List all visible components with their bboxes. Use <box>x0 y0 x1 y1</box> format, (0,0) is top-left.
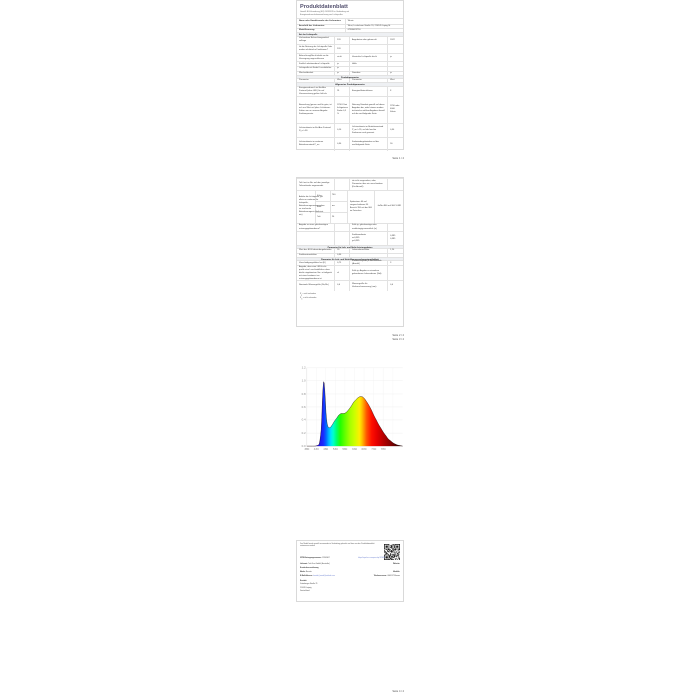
svg-text:0.8: 0.8 <box>302 392 306 396</box>
svg-text:0.2: 0.2 <box>302 431 306 435</box>
svg-text:0.6: 0.6 <box>302 405 306 409</box>
svg-text:480: 480 <box>323 447 328 451</box>
svg-text:680: 680 <box>362 447 367 451</box>
svg-text:630: 630 <box>352 447 357 451</box>
svg-text:530: 530 <box>333 447 338 451</box>
svg-text:580: 580 <box>342 447 347 451</box>
svg-text:1.2: 1.2 <box>302 366 306 370</box>
svg-text:1.0: 1.0 <box>302 379 306 383</box>
svg-text:0.4: 0.4 <box>302 418 306 422</box>
svg-text:430: 430 <box>314 447 319 451</box>
svg-text:380: 380 <box>304 447 309 451</box>
svg-text:780: 780 <box>381 447 386 451</box>
svg-text:730: 730 <box>371 447 376 451</box>
